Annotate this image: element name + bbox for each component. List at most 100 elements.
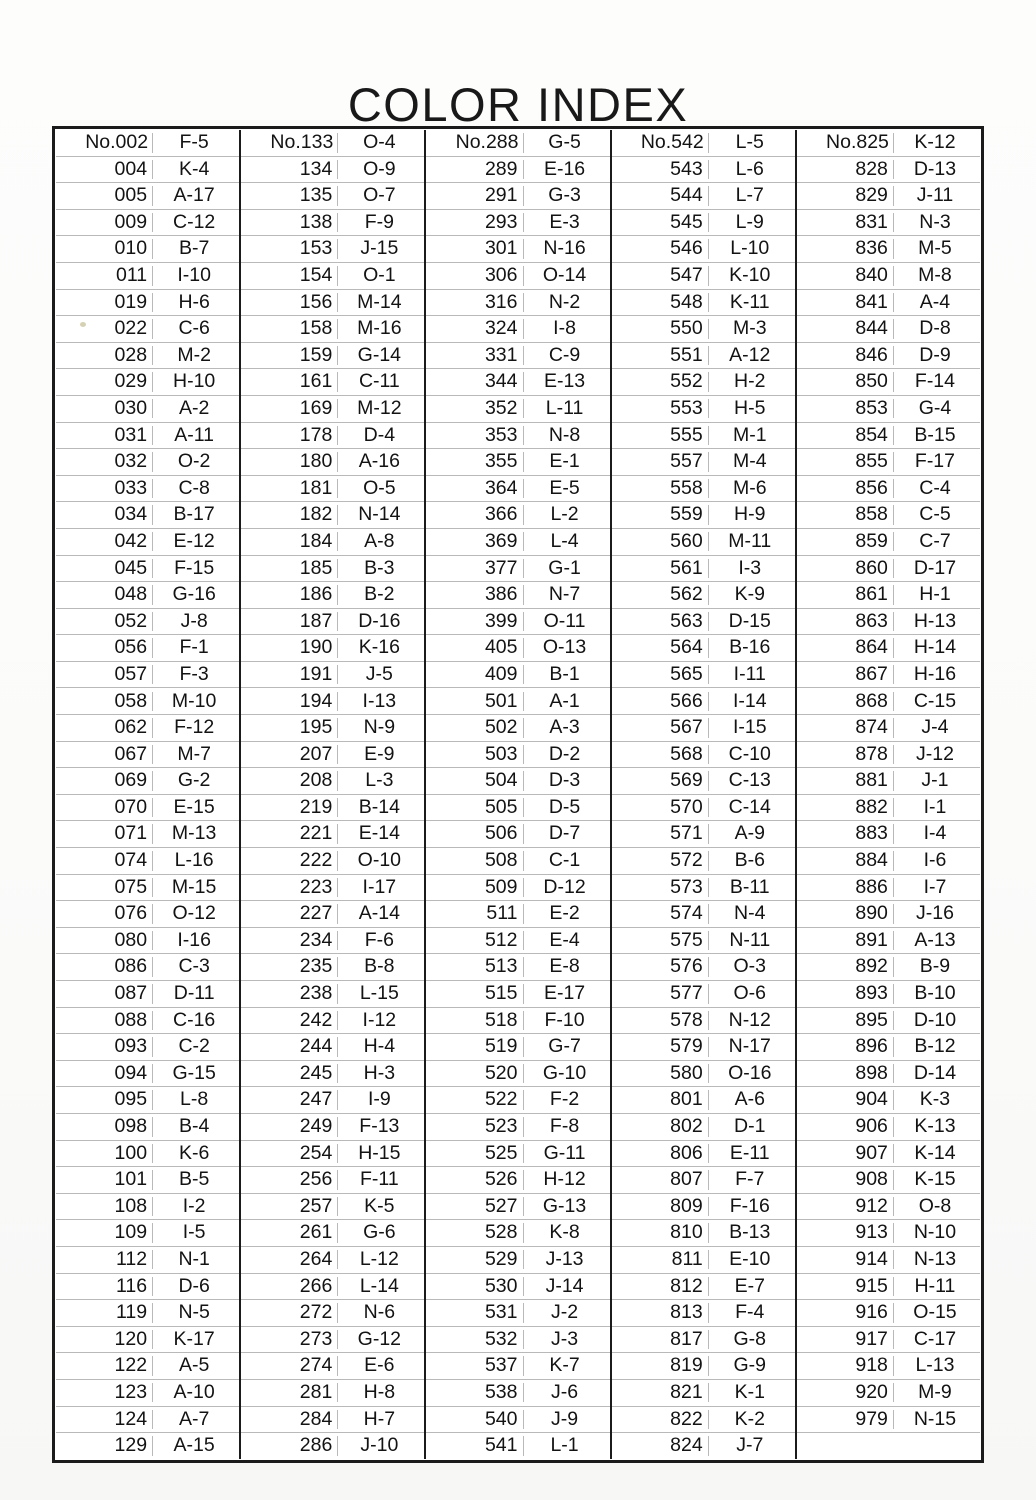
table-row: 512 E-4 bbox=[426, 928, 610, 955]
table-row: 904 K-3 bbox=[796, 1087, 981, 1114]
cell-number: 828 bbox=[797, 159, 894, 180]
cell-code: A-13 bbox=[914, 930, 956, 951]
cell-code: F-1 bbox=[179, 638, 209, 658]
cell-code: C-12 bbox=[173, 212, 216, 233]
cell-code: A-9 bbox=[734, 824, 765, 844]
cell-number: 075 bbox=[56, 877, 154, 898]
color-index-table: No.002 F-5 004 K-4 005 A-17 009 C-12 010 B-7 011 I-… bbox=[56, 130, 981, 1459]
table-row: 883 I-4 bbox=[796, 821, 981, 849]
cell-code: E-2 bbox=[549, 904, 580, 924]
cell-number: 056 bbox=[56, 638, 154, 658]
cell-number: 537 bbox=[426, 1356, 524, 1376]
cell-code: H-14 bbox=[913, 638, 957, 658]
table-row: 520 G-10 bbox=[426, 1061, 610, 1088]
table-row: 238 L-15 bbox=[241, 981, 425, 1008]
cell-number: 503 bbox=[426, 744, 524, 765]
cell-code: J-10 bbox=[360, 1436, 399, 1456]
cell-number: 405 bbox=[426, 638, 524, 658]
cell-code: O-3 bbox=[733, 957, 767, 977]
table-row: 281 H-8 bbox=[241, 1380, 425, 1407]
cell-code: M-3 bbox=[732, 319, 767, 339]
cell-code: N-6 bbox=[363, 1303, 396, 1323]
cell-number: 377 bbox=[426, 558, 524, 579]
cell-code: O-13 bbox=[542, 638, 587, 658]
cell-number: No.002 bbox=[56, 133, 154, 153]
cell-code: K-12 bbox=[914, 133, 956, 153]
cell-code: E-11 bbox=[729, 1143, 770, 1164]
cell-code: I-10 bbox=[177, 266, 211, 286]
cell-code: E-16 bbox=[543, 159, 586, 180]
cell-number: 158 bbox=[241, 319, 339, 339]
cell-code: L-14 bbox=[359, 1276, 399, 1297]
table-row: 272 N-6 bbox=[241, 1300, 425, 1327]
cell-code: E-17 bbox=[543, 984, 586, 1004]
cell-number: 841 bbox=[797, 292, 894, 313]
table-row: 257 K-5 bbox=[241, 1194, 425, 1221]
table-row: 563 D-15 bbox=[611, 609, 795, 636]
cell-number: 011 bbox=[56, 266, 154, 286]
cell-number: 254 bbox=[241, 1143, 339, 1164]
cell-number: 563 bbox=[612, 611, 709, 632]
cell-code: L-4 bbox=[550, 531, 579, 552]
cell-code: B-2 bbox=[364, 585, 395, 605]
cell-number: 914 bbox=[797, 1249, 894, 1270]
table-row: 856 C-4 bbox=[796, 476, 981, 503]
table-row: 511 E-2 bbox=[426, 901, 610, 928]
cell-number: 532 bbox=[426, 1329, 524, 1350]
cell-code: H-2 bbox=[734, 372, 766, 392]
table-row: 289 E-16 bbox=[426, 157, 610, 184]
cell-code: D-8 bbox=[919, 319, 951, 339]
table-row: 508 C-1 bbox=[426, 848, 610, 875]
cell-number: 221 bbox=[241, 824, 339, 844]
cell-code: C-15 bbox=[913, 691, 957, 712]
cell-code: K-9 bbox=[734, 585, 765, 605]
cell-number: 540 bbox=[426, 1409, 524, 1430]
cell-code: M-2 bbox=[177, 345, 211, 366]
cell-code: D-6 bbox=[178, 1276, 210, 1297]
cell-code: N-15 bbox=[913, 1409, 957, 1430]
cell-number: 301 bbox=[426, 239, 524, 259]
cell-code: F-10 bbox=[544, 1010, 585, 1031]
cell-code: G-16 bbox=[172, 585, 216, 605]
cell-code: M-4 bbox=[732, 452, 767, 472]
column-group-5: No.825 K-12 828 D-13 829 J-11 831 N-3 836 M-5 840 M… bbox=[796, 130, 981, 1459]
cell-number: 093 bbox=[56, 1037, 154, 1057]
cell-number: 854 bbox=[797, 425, 894, 446]
table-row: 806 E-11 bbox=[611, 1141, 795, 1168]
cell-number: 502 bbox=[426, 718, 524, 738]
table-row: 853 G-4 bbox=[796, 396, 981, 423]
table-row: 101 B-5 bbox=[56, 1167, 240, 1194]
table-row: 546 L-10 bbox=[611, 236, 795, 263]
cell-code: K-11 bbox=[729, 292, 770, 313]
table-row: 920 M-9 bbox=[796, 1380, 981, 1407]
cell-code: B-10 bbox=[914, 984, 956, 1004]
cell-code: D-13 bbox=[913, 159, 957, 180]
table-row: 874 J-4 bbox=[796, 715, 981, 742]
cell-code: C-6 bbox=[178, 319, 210, 339]
cell-number: 087 bbox=[56, 984, 154, 1004]
cell-number: 048 bbox=[56, 585, 154, 605]
cell-code: K-2 bbox=[734, 1409, 765, 1430]
cell-code: I-13 bbox=[362, 691, 397, 712]
cell-code: E-9 bbox=[364, 744, 395, 765]
cell-number: 052 bbox=[56, 611, 154, 632]
table-row: 886 I-7 bbox=[796, 875, 981, 902]
cell-number: 874 bbox=[797, 718, 894, 738]
table-row: 532 J-3 bbox=[426, 1327, 610, 1354]
cell-number: 545 bbox=[612, 212, 709, 233]
cell-number: 570 bbox=[612, 797, 709, 818]
cell-number: 194 bbox=[241, 691, 339, 712]
cell-number: 907 bbox=[797, 1143, 894, 1164]
cell-code: N-4 bbox=[734, 904, 766, 924]
cell-number: 249 bbox=[241, 1117, 339, 1137]
cell-number: 138 bbox=[241, 212, 339, 233]
cell-number: 578 bbox=[612, 1010, 709, 1031]
table-row: 190 K-16 bbox=[241, 635, 425, 662]
cell-code: K-6 bbox=[178, 1143, 210, 1164]
cell-code: D-3 bbox=[548, 771, 581, 791]
cell-code: D-2 bbox=[548, 744, 581, 765]
cell-code: K-5 bbox=[364, 1196, 395, 1217]
table-row: 032 O-2 bbox=[56, 449, 240, 476]
cell-number: 181 bbox=[241, 478, 339, 499]
cell-number: 906 bbox=[797, 1117, 894, 1137]
